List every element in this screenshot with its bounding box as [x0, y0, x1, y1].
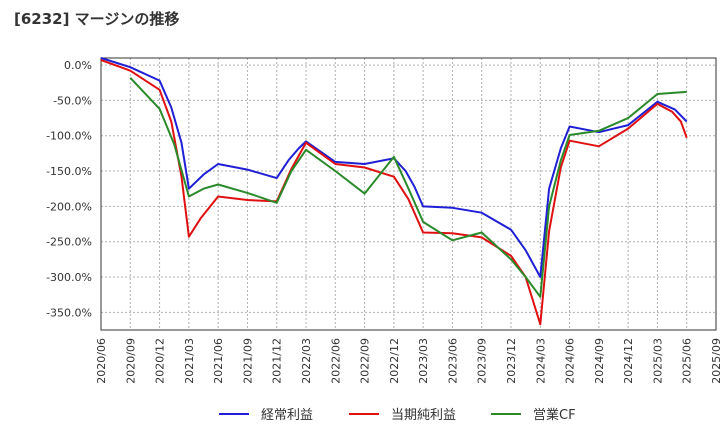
x-tick-label: 2022/09	[359, 338, 372, 384]
x-tick-label: 2021/12	[271, 338, 284, 384]
x-tick-label: 2023/03	[417, 338, 430, 384]
x-tick-label: 2024/12	[622, 338, 635, 384]
series-layer	[100, 57, 688, 326]
y-tick-label: -200.0%	[46, 200, 92, 213]
x-tick-label: 2020/06	[95, 338, 108, 384]
series-line	[100, 57, 688, 278]
x-tick-label: 2024/03	[534, 338, 547, 384]
x-tick-label: 2025/06	[681, 338, 694, 384]
series-line	[129, 77, 687, 298]
x-tick-label: 2021/09	[241, 338, 254, 384]
grid-layer	[100, 58, 717, 330]
x-tick-label: 2024/09	[593, 338, 606, 384]
x-tick-label: 2024/06	[564, 338, 577, 384]
y-tick-label: -250.0%	[46, 236, 92, 249]
x-tick-label: 2023/09	[476, 338, 489, 384]
y-tick-label: -100.0%	[46, 130, 92, 143]
y-tick-label: -350.0%	[46, 306, 92, 319]
x-tick-label: 2022/12	[388, 338, 401, 384]
legend: 経常利益 当期純利益 営業CF	[219, 407, 576, 423]
y-tick-label: -300.0%	[46, 271, 92, 284]
x-tick-label: 2021/06	[212, 338, 225, 384]
legend-label: 経常利益	[261, 408, 313, 423]
legend-label: 当期純利益	[391, 408, 456, 423]
y-tick-label: 0.0%	[64, 59, 92, 72]
legend-label: 営業CF	[533, 407, 576, 423]
chart-title: [6232] マージンの推移	[14, 10, 180, 28]
plot-frame	[100, 57, 717, 331]
x-tick-label: 2021/03	[183, 338, 196, 384]
x-tick-label: 2020/09	[124, 338, 137, 384]
y-axis-ticks: 0.0% -50.0% -100.0% -150.0% -200.0% -250.0% -3…	[46, 59, 92, 319]
x-tick-label: 2023/12	[505, 338, 518, 384]
x-axis-ticks: 2020/06 2020/09 2020/12 2021/03 2021/06 2021/…	[95, 338, 720, 384]
x-tick-label: 2022/03	[300, 338, 313, 384]
x-tick-label: 2023/06	[446, 338, 459, 384]
x-tick-label: 2020/12	[154, 338, 167, 384]
x-tick-label: 2025/09	[710, 338, 720, 384]
series-line	[100, 59, 688, 326]
y-tick-label: -50.0%	[53, 94, 92, 107]
x-tick-label: 2025/03	[651, 338, 664, 384]
y-tick-label: -150.0%	[46, 165, 92, 178]
x-tick-label: 2022/06	[329, 338, 342, 384]
